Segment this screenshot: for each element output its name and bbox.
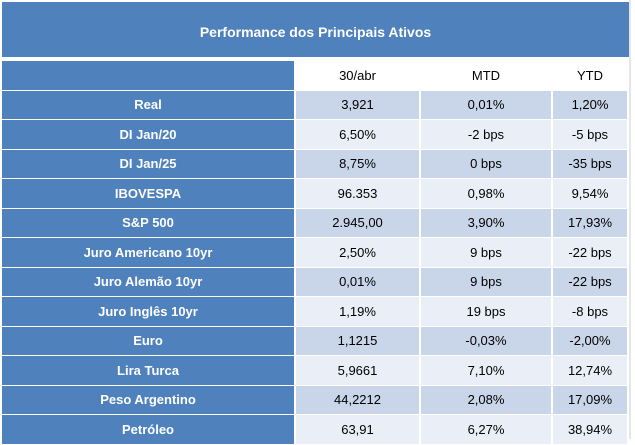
row-label: Euro: [2, 326, 296, 356]
cell-ytd-value: 38,94%: [553, 415, 629, 445]
row-label: Juro Americano 10yr: [2, 238, 296, 268]
right-border: [629, 0, 631, 439]
cell-ytd-value: 1,20%: [553, 90, 629, 120]
cell-date-value: 44,2212: [296, 385, 421, 415]
cell-mtd-value: 9 bps: [421, 238, 553, 268]
performance-table: 30/abr MTD YTD Real 3,921 0,01% 1,20% DI Jan…: [2, 61, 629, 445]
table-row: S&P 500 2.945,00 3,90% 17,93%: [2, 208, 629, 238]
table-row: Juro Alemão 10yr 0,01% 9 bps -22 bps: [2, 267, 629, 297]
header-blank-cell: [2, 61, 296, 91]
cell-date-value: 1,19%: [296, 297, 421, 327]
table-row: Real 3,921 0,01% 1,20%: [2, 90, 629, 120]
cell-date-value: 1,1215: [296, 326, 421, 356]
cell-mtd-value: -0,03%: [421, 326, 553, 356]
cell-date-value: 96.353: [296, 179, 421, 209]
table-body: Real 3,921 0,01% 1,20% DI Jan/20 6,50% -2 bps -…: [2, 90, 629, 445]
row-label: Juro Alemão 10yr: [2, 267, 296, 297]
cell-date-value: 5,9661: [296, 356, 421, 386]
table-row: Juro Americano 10yr 2,50% 9 bps -22 bps: [2, 238, 629, 268]
cell-date-value: 0,01%: [296, 267, 421, 297]
cell-mtd-value: 19 bps: [421, 297, 553, 327]
table-row: IBOVESPA 96.353 0,98% 9,54%: [2, 179, 629, 209]
cell-mtd-value: 0,01%: [421, 90, 553, 120]
table-row: Peso Argentino 44,2212 2,08% 17,09%: [2, 385, 629, 415]
column-header-ytd: YTD: [553, 61, 629, 91]
table-row: DI Jan/25 8,75% 0 bps -35 bps: [2, 149, 629, 179]
row-label: S&P 500: [2, 208, 296, 238]
cell-ytd-value: 17,09%: [553, 385, 629, 415]
cell-date-value: 3,921: [296, 90, 421, 120]
row-label: DI Jan/25: [2, 149, 296, 179]
cell-ytd-value: -35 bps: [553, 149, 629, 179]
cell-date-value: 2,50%: [296, 238, 421, 268]
row-label: DI Jan/20: [2, 120, 296, 150]
cell-date-value: 2.945,00: [296, 208, 421, 238]
cell-mtd-value: -2 bps: [421, 120, 553, 150]
table-title: Performance dos Principais Ativos: [199, 23, 432, 40]
cell-mtd-value: 3,90%: [421, 208, 553, 238]
row-label: Lira Turca: [2, 356, 296, 386]
table-title-bar: Performance dos Principais Ativos: [2, 2, 629, 57]
column-header-mtd: MTD: [421, 61, 553, 91]
cell-ytd-value: 12,74%: [553, 356, 629, 386]
cell-mtd-value: 6,27%: [421, 415, 553, 445]
cell-mtd-value: 2,08%: [421, 385, 553, 415]
cell-ytd-value: -2,00%: [553, 326, 629, 356]
table-row: Euro 1,1215 -0,03% -2,00%: [2, 326, 629, 356]
cell-mtd-value: 7,10%: [421, 356, 553, 386]
cell-ytd-value: 17,93%: [553, 208, 629, 238]
cell-ytd-value: -5 bps: [553, 120, 629, 150]
cell-ytd-value: -22 bps: [553, 267, 629, 297]
table-row: Juro Inglês 10yr 1,19% 19 bps -8 bps: [2, 297, 629, 327]
table-header-row: 30/abr MTD YTD: [2, 61, 629, 91]
cell-mtd-value: 0 bps: [421, 149, 553, 179]
cell-mtd-value: 0,98%: [421, 179, 553, 209]
row-label: IBOVESPA: [2, 179, 296, 209]
row-label: Juro Inglês 10yr: [2, 297, 296, 327]
cell-date-value: 63,91: [296, 415, 421, 445]
cell-date-value: 6,50%: [296, 120, 421, 150]
cell-ytd-value: -22 bps: [553, 238, 629, 268]
row-label: Petróleo: [2, 415, 296, 445]
cell-date-value: 8,75%: [296, 149, 421, 179]
row-label: Peso Argentino: [2, 385, 296, 415]
cell-ytd-value: -8 bps: [553, 297, 629, 327]
cell-ytd-value: 9,54%: [553, 179, 629, 209]
row-label: Real: [2, 90, 296, 120]
table-row: DI Jan/20 6,50% -2 bps -5 bps: [2, 120, 629, 150]
cell-mtd-value: 9 bps: [421, 267, 553, 297]
column-header-date: 30/abr: [296, 61, 421, 91]
table-row: Lira Turca 5,9661 7,10% 12,74%: [2, 356, 629, 386]
table-row: Petróleo 63,91 6,27% 38,94%: [2, 415, 629, 445]
